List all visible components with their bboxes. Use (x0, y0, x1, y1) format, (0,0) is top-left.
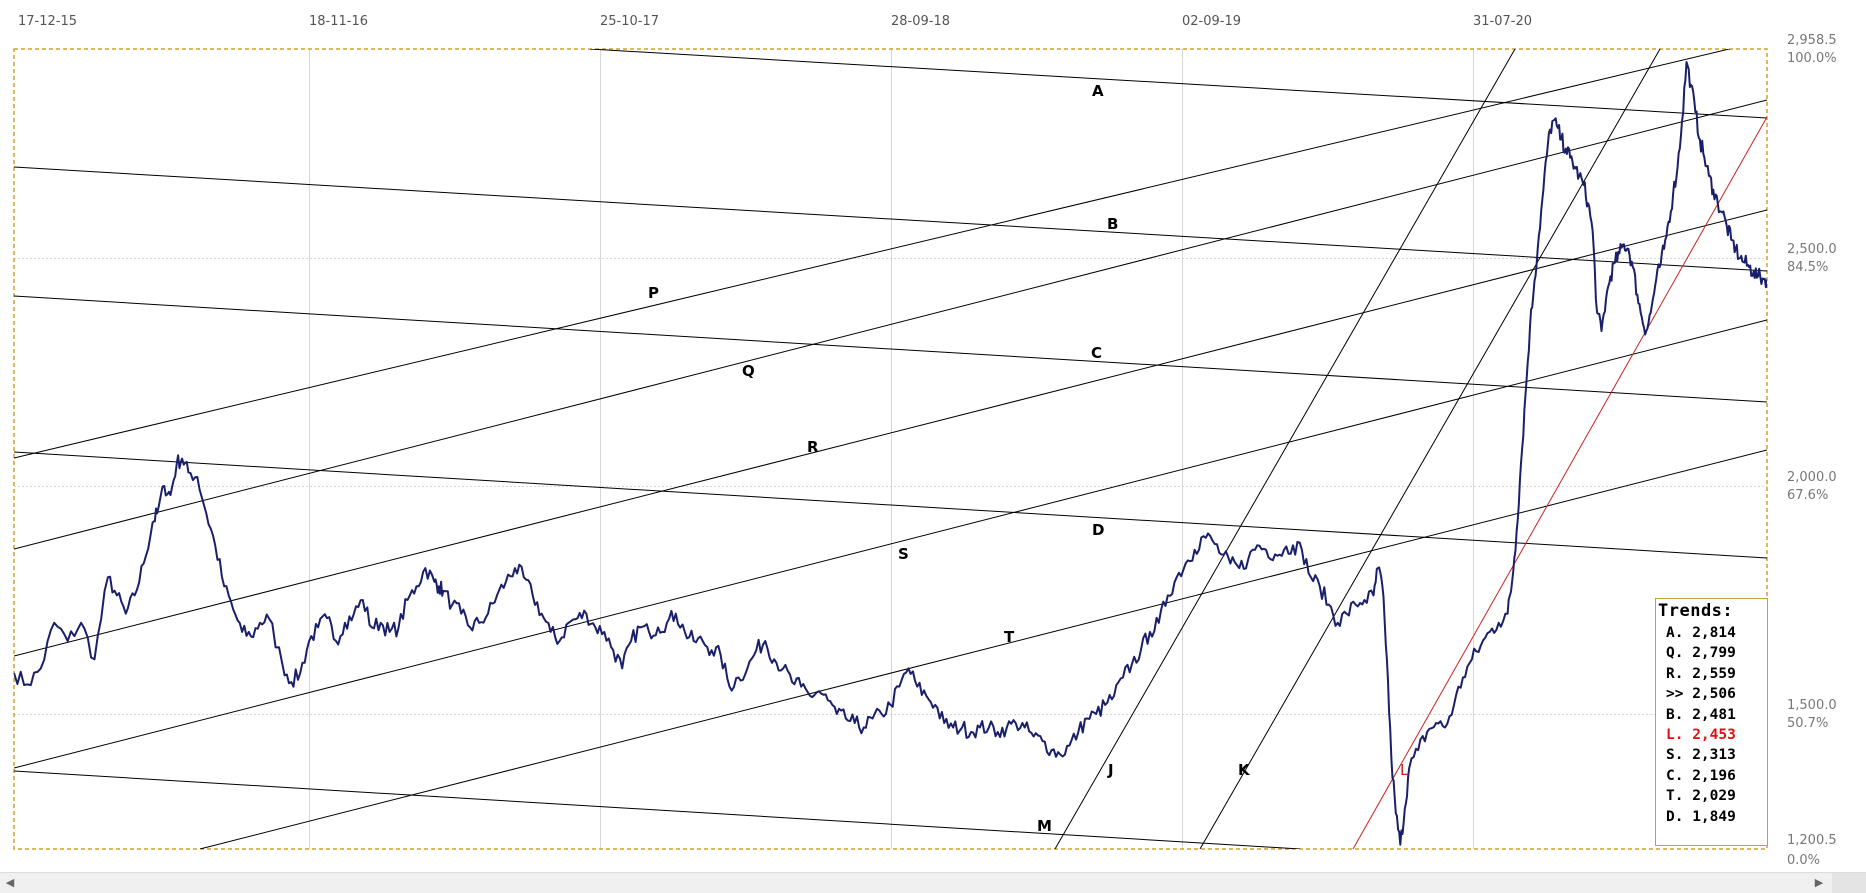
y-tick-label: 2,500.0 (1787, 242, 1837, 257)
y-tick-label: 2,000.0 (1787, 470, 1837, 485)
scroll-left-icon[interactable]: ◀ (5, 876, 15, 889)
trendline-s (14, 319, 1767, 769)
y-tick-percent: 67.6% (1787, 488, 1828, 503)
x-axis-labels: 17-12-15 18-11-16 25-10-17 28-09-18 02-09-19… (18, 14, 1532, 29)
trendline-label-k: K (1238, 761, 1251, 779)
trendline-label-c: C (1091, 344, 1102, 362)
trendline-t (199, 449, 1767, 849)
x-tick-label: 17-12-15 (18, 14, 77, 29)
trendline-labels: A B C D M P Q R S T J K L (648, 82, 1409, 835)
trendline-m (14, 770, 1301, 849)
scroll-right-icon[interactable]: ▶ (1814, 876, 1824, 889)
x-tick-label: 18-11-16 (309, 14, 368, 29)
y-tick-percent: 100.0% (1787, 51, 1837, 66)
x-tick-label: 02-09-19 (1182, 14, 1241, 29)
gridlines (14, 49, 1767, 849)
legend-row: >> 2,506 (1666, 686, 1736, 703)
legend-row: L. 2,453 (1666, 726, 1736, 743)
trendline-a (589, 49, 1767, 119)
trend-chart: 17-12-15 18-11-16 25-10-17 28-09-18 02-09-19… (13, 14, 1837, 868)
trendline-label-p: P (648, 284, 659, 302)
legend-row: A. 2,814 (1666, 625, 1736, 641)
legend-row: T. 2,029 (1666, 788, 1736, 805)
legend-row: Q. 2,799 (1666, 645, 1736, 662)
y-tick-percent: 50.7% (1787, 716, 1828, 731)
plot-frame (13, 48, 1768, 850)
trendline-j (1054, 49, 1516, 849)
trendline-p (14, 49, 1732, 459)
trendline-b (14, 166, 1767, 272)
legend-row: B. 2,481 (1666, 706, 1736, 723)
trendline-label-b: B (1107, 215, 1118, 233)
trendlines (14, 49, 1767, 849)
trendline-d (14, 451, 1767, 559)
y-tick-percent: 84.5% (1787, 260, 1828, 275)
y-tick-label: 1,200.5 (1787, 833, 1837, 848)
price-line (14, 61, 1767, 846)
scroll-thumb[interactable] (1832, 873, 1866, 893)
x-tick-label: 25-10-17 (600, 14, 659, 29)
trendline-label-j: J (1107, 761, 1114, 779)
trendline-label-r: R (807, 438, 819, 456)
y-tick-percent: 0.0% (1787, 853, 1820, 868)
legend-rows: A. 2,814 Q. 2,799 R. 2,559 >> 2,506 B. 2,481… (1656, 623, 1767, 827)
legend-title: Trends: (1658, 601, 1734, 621)
trendline-label-a: A (1092, 82, 1104, 100)
trendline-label-d: D (1092, 521, 1104, 539)
trendline-label-s: S (898, 545, 909, 563)
trendline-r (14, 209, 1767, 657)
legend-row: S. 2,313 (1666, 747, 1736, 764)
x-tick-label: 28-09-18 (891, 14, 950, 29)
trendline-c (14, 295, 1767, 403)
legend-row: C. 2,196 (1666, 767, 1736, 784)
trendline-label-t: T (1004, 628, 1015, 646)
trendline-label-m: M (1037, 817, 1052, 835)
y-tick-label: 1,500.0 (1787, 698, 1837, 713)
trendline-l (1352, 116, 1767, 849)
legend-row: R. 2,559 (1666, 665, 1736, 682)
trends-legend: Trends: A. 2,814 Q. 2,799 R. 2,559 >> 2,506… (1655, 598, 1768, 846)
trendline-q (14, 99, 1767, 550)
y-tick-label: 2,958.5 (1787, 33, 1837, 48)
trendline-label-q: Q (742, 362, 755, 380)
x-tick-label: 31-07-20 (1473, 14, 1532, 29)
legend-row: D. 1,849 (1666, 808, 1736, 825)
y-axis-labels: 2,958.5 100.0% 2,500.0 84.5% 2,000.0 67.6% 1,5… (1787, 33, 1837, 868)
horizontal-scrollbar[interactable]: ◀ ▶ (0, 872, 1866, 893)
trendline-label-l: L (1400, 761, 1409, 779)
